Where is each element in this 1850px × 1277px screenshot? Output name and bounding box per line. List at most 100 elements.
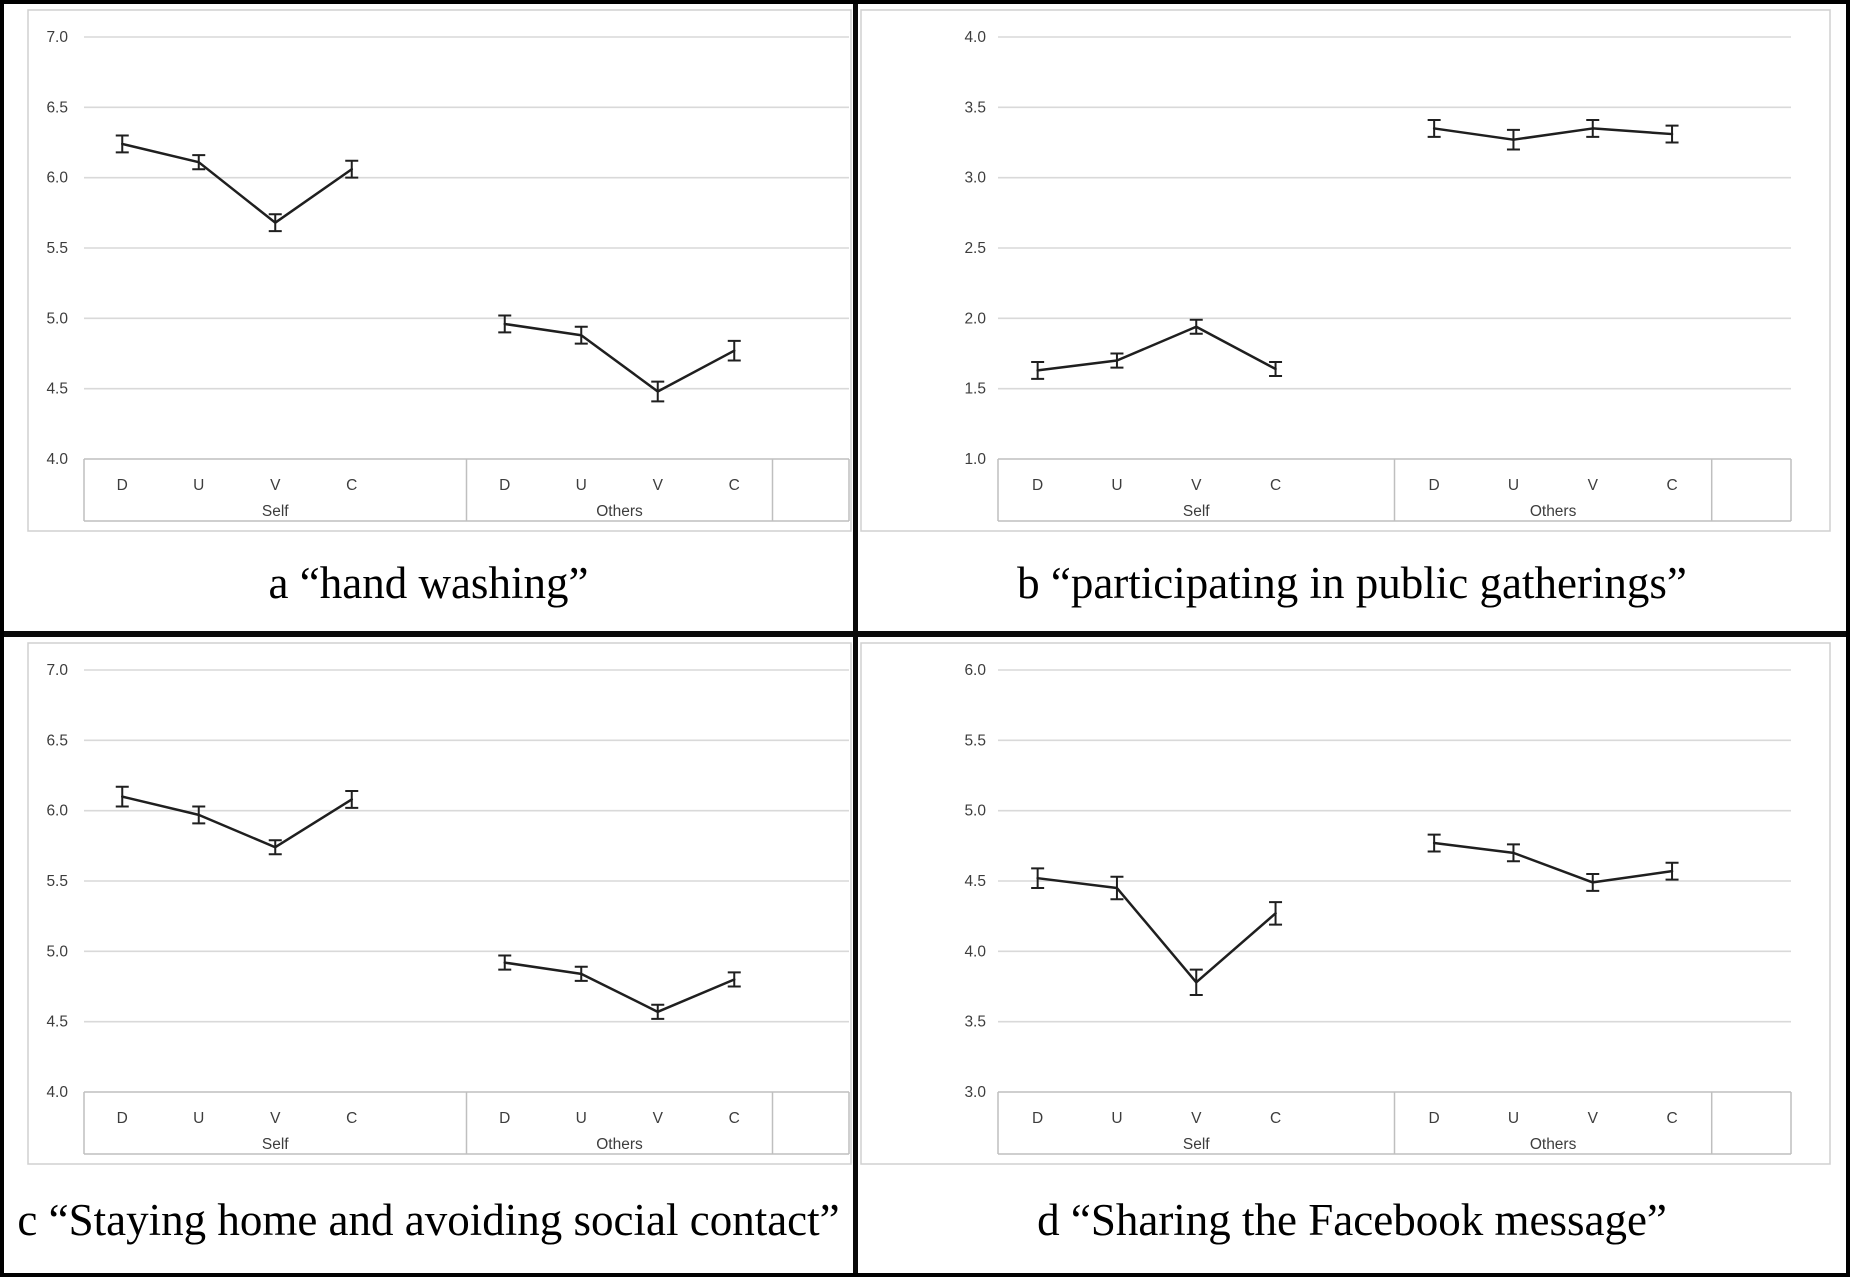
y-tick-label: 4.5 (46, 381, 68, 398)
series-line-others (503, 961, 736, 1014)
y-tick-label: 4.0 (46, 1084, 68, 1101)
plot-area-border (27, 9, 852, 532)
category-label: D (1429, 1110, 1440, 1127)
chart-a-canvas: 4.0 4.5 5.0 5.5 6.0 6.5 7.0 D U V C D U V C Self Others (27, 9, 852, 532)
series-line-self (121, 795, 353, 849)
y-tick-label: 6.0 (46, 803, 68, 820)
chart-c-canvas: 4.0 4.5 5.0 5.5 6.0 6.5 7.0 D U V C D U V C Self Others (27, 642, 852, 1165)
category-label: C (1666, 477, 1677, 494)
error-bar (1110, 875, 1124, 901)
category-label: C (729, 1110, 740, 1127)
category-label: D (1032, 477, 1043, 494)
group-label: Self (1183, 503, 1210, 520)
error-bar (1269, 901, 1283, 926)
error-bar (268, 213, 282, 233)
caption-c: c “Staying home and avoiding social cont… (17, 1195, 840, 1245)
plot-area-border (860, 9, 1831, 532)
error-bar (727, 339, 741, 362)
y-tick-label: 7.0 (46, 29, 68, 46)
group-label: Others (1530, 1136, 1577, 1153)
y-tick-label: 5.5 (46, 873, 68, 890)
y-tick-label: 6.5 (46, 99, 68, 116)
category-label: U (193, 1110, 204, 1127)
category-label: D (1429, 477, 1440, 494)
caption-d: d “Sharing the Facebook message” (1037, 1195, 1667, 1245)
y-tick-label: 3.0 (964, 1084, 986, 1101)
series-line-self (1036, 876, 1277, 984)
chart-d-canvas: 3.0 3.5 4.0 4.5 5.0 5.5 6.0 D U V C D U V C Self Others (860, 642, 1831, 1165)
category-label: U (193, 477, 204, 494)
category-label: C (346, 477, 357, 494)
category-label: D (499, 477, 510, 494)
group-label: Self (262, 503, 289, 520)
error-bar (574, 325, 588, 345)
y-tick-label: 5.0 (964, 803, 986, 820)
error-bar (1506, 128, 1520, 151)
error-bar (192, 805, 206, 825)
category-label: C (1270, 477, 1281, 494)
category-label: C (1666, 1110, 1677, 1127)
y-tick-label: 2.5 (964, 240, 986, 257)
error-bar (115, 134, 129, 154)
plot-area-border (860, 642, 1831, 1165)
category-label: V (1588, 477, 1599, 494)
y-tick-label: 6.0 (964, 662, 986, 679)
group-label: Others (596, 503, 643, 520)
category-label: V (653, 1110, 664, 1127)
series-line-self (1036, 325, 1277, 372)
error-bar (1189, 318, 1203, 335)
y-tick-label: 7.0 (46, 662, 68, 679)
error-bar (345, 159, 359, 179)
category-label: U (576, 477, 587, 494)
group-label: Others (1530, 503, 1577, 520)
error-bar (574, 965, 588, 982)
chart-b-canvas: 1.0 1.5 2.0 2.5 3.0 3.5 4.0 D U V C D U V C Self Others (860, 9, 1831, 532)
panel-b: 1.0 1.5 2.0 2.5 3.0 3.5 4.0 D U V C D U V C Self Others … (853, 4, 1846, 631)
error-bar (1665, 124, 1679, 144)
error-bar (345, 789, 359, 809)
error-bar (1586, 872, 1600, 892)
series-line-others (503, 322, 736, 393)
category-label: U (1508, 1110, 1519, 1127)
category-label: U (1111, 477, 1122, 494)
category-label: C (1270, 1110, 1281, 1127)
category-label: U (1508, 477, 1519, 494)
panel-a: 4.0 4.5 5.0 5.5 6.0 6.5 7.0 D U V C D U V C Self Others … (4, 4, 853, 631)
error-bar (1427, 118, 1441, 138)
y-tick-label: 5.0 (46, 310, 68, 327)
category-label: D (1032, 1110, 1043, 1127)
error-bar (727, 971, 741, 988)
series-line-others (1432, 841, 1674, 884)
category-label: V (270, 1110, 281, 1127)
y-tick-label: 4.0 (46, 451, 68, 468)
y-tick-label: 4.5 (964, 873, 986, 890)
y-tick-label: 6.0 (46, 170, 68, 187)
error-bar (651, 380, 665, 403)
category-label: V (653, 477, 664, 494)
y-tick-label: 1.5 (964, 381, 986, 398)
y-tick-label: 4.0 (964, 29, 986, 46)
error-bar (1506, 843, 1520, 863)
plot-area-border (27, 642, 852, 1165)
y-tick-label: 4.5 (46, 1014, 68, 1031)
category-label: C (729, 477, 740, 494)
category-label: C (346, 1110, 357, 1127)
error-bar (268, 839, 282, 856)
error-bar (1427, 833, 1441, 853)
error-bar (1031, 360, 1045, 380)
y-tick-label: 2.0 (964, 310, 986, 327)
error-bar (1189, 968, 1203, 996)
category-label: D (499, 1110, 510, 1127)
error-bar (1031, 867, 1045, 890)
y-tick-label: 5.5 (46, 240, 68, 257)
panel-d: 3.0 3.5 4.0 4.5 5.0 5.5 6.0 D U V C D U V C Self Others … (853, 631, 1846, 1273)
caption-a: a “hand washing” (268, 557, 589, 608)
category-label: V (1191, 477, 1202, 494)
error-bar (1269, 360, 1283, 378)
y-tick-label: 5.0 (46, 943, 68, 960)
panel-c: 4.0 4.5 5.0 5.5 6.0 6.5 7.0 D U V C D U V C Self Others … (4, 631, 853, 1273)
category-label: D (117, 1110, 128, 1127)
category-label: V (1588, 1110, 1599, 1127)
category-label: U (576, 1110, 587, 1127)
